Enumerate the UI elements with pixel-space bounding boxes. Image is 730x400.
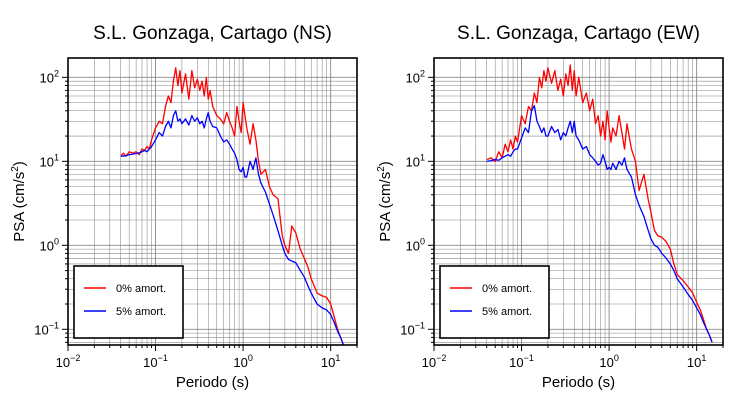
y-tick-base: 10: [406, 154, 420, 169]
y-tick-label: 100: [406, 236, 425, 253]
x-tick-base: 10: [422, 355, 436, 370]
x-axis-label: Periodo (s): [542, 374, 615, 391]
legend-label-damped: 5% amort.: [116, 306, 166, 318]
series-line-damped: [486, 105, 713, 343]
legend-box: [73, 265, 184, 339]
grid-lines: [433, 58, 724, 345]
y-tick-exponent: −1: [49, 320, 59, 330]
plot-frame: [67, 57, 358, 346]
x-tick-base: 10: [143, 355, 157, 370]
x-tick-exponent: −1: [524, 353, 534, 363]
legend: 0% amort. 5% amort.: [439, 265, 550, 339]
y-tick-base: 10: [40, 238, 54, 253]
x-tick-label: 10−1: [509, 353, 534, 370]
y-tick-label: 10−1: [400, 320, 425, 337]
y-tick-label: 101: [406, 152, 425, 169]
x-tick-label: 101: [321, 353, 340, 370]
chart-title: S.L. Gonzaga, Cartago (NS): [93, 23, 332, 44]
y-axis-label-main: PSA (cm/s: [11, 172, 28, 242]
y-tick-label: 101: [40, 152, 59, 169]
x-tick-label: 10−1: [143, 353, 168, 370]
chart-panel-ew: S.L. Gonzaga, Cartago (EW)10−2 10−1 100 101…: [376, 23, 724, 391]
x-tick-base: 10: [599, 355, 613, 370]
y-tick-exponent: 1: [420, 152, 425, 162]
x-tick-label: 100: [233, 353, 252, 370]
series-line-undamped: [486, 64, 713, 343]
y-tick-exponent: 2: [54, 68, 59, 78]
y-tick-exponent: 0: [54, 236, 59, 246]
x-tick-exponent: −2: [436, 353, 446, 363]
x-tick-exponent: 1: [701, 353, 706, 363]
x-tick-label: 10−2: [56, 353, 81, 370]
y-tick-exponent: 1: [54, 152, 59, 162]
x-axis-label: Periodo (s): [176, 374, 249, 391]
y-axis-label-close: ): [377, 161, 394, 166]
legend-label-undamped: 0% amort.: [482, 283, 532, 295]
x-tick-label: 10−2: [422, 353, 447, 370]
y-axis-label-close: ): [11, 161, 28, 166]
series-line-damped: [120, 110, 345, 345]
legend: 0% amort. 5% amort.: [73, 265, 184, 339]
plot-frame: [433, 57, 724, 346]
y-tick-exponent: 0: [420, 236, 425, 246]
legend-box: [439, 265, 550, 339]
x-tick-exponent: −2: [70, 353, 80, 363]
y-tick-base: 10: [40, 70, 54, 85]
y-tick-base: 10: [400, 322, 414, 337]
y-tick-label: 102: [406, 68, 425, 85]
y-axis-label-sup: 2: [10, 166, 21, 172]
y-tick-label: 100: [40, 236, 59, 253]
y-tick-exponent: 2: [420, 68, 425, 78]
series-line-undamped: [120, 67, 345, 345]
y-tick-label: 10−1: [34, 320, 59, 337]
y-tick-label: 102: [40, 68, 59, 85]
y-axis-label-sup: 2: [376, 166, 387, 172]
chart-title: S.L. Gonzaga, Cartago (EW): [457, 23, 700, 44]
y-tick-exponent: −1: [415, 320, 425, 330]
x-tick-base: 10: [687, 355, 701, 370]
x-tick-exponent: 0: [248, 353, 253, 363]
x-tick-label: 100: [599, 353, 618, 370]
x-tick-base: 10: [233, 355, 247, 370]
x-tick-base: 10: [509, 355, 523, 370]
y-tick-base: 10: [406, 238, 420, 253]
x-tick-exponent: 0: [614, 353, 619, 363]
x-tick-exponent: 1: [335, 353, 340, 363]
x-tick-exponent: −1: [158, 353, 168, 363]
x-tick-base: 10: [56, 355, 70, 370]
legend-label-damped: 5% amort.: [482, 306, 532, 318]
y-tick-base: 10: [40, 154, 54, 169]
y-tick-base: 10: [406, 70, 420, 85]
grid-lines: [67, 58, 358, 345]
legend-label-undamped: 0% amort.: [116, 283, 166, 295]
y-axis-label: PSA (cm/s2): [10, 161, 28, 242]
y-axis-label: PSA (cm/s2): [376, 161, 394, 242]
x-tick-base: 10: [321, 355, 335, 370]
y-axis-label-main: PSA (cm/s: [377, 172, 394, 242]
x-tick-label: 101: [687, 353, 706, 370]
y-tick-base: 10: [34, 322, 48, 337]
chart-panel-ns: S.L. Gonzaga, Cartago (NS)10−2 10−1 100 101…: [10, 23, 358, 391]
